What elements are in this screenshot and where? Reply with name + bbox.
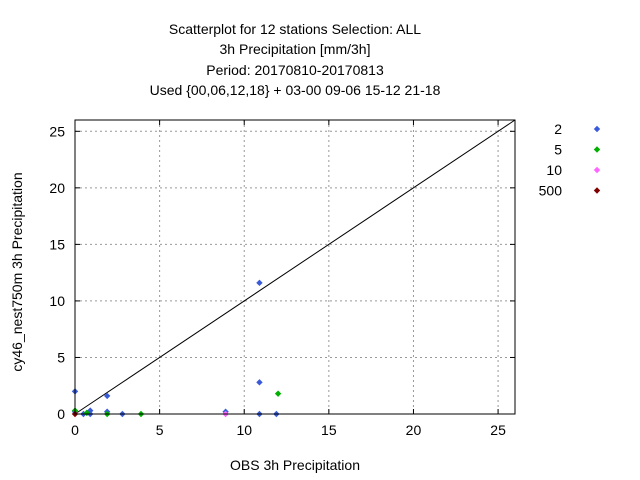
data-point-series-2 <box>256 379 263 386</box>
legend-marker-5 <box>593 146 601 153</box>
title-line-4: Used {00,06,12,18} + 03-00 09-06 15-12 2… <box>150 82 441 98</box>
legend-marker-10 <box>593 166 601 174</box>
y-tick-label: 5 <box>57 349 65 365</box>
x-tick-label: 5 <box>156 422 164 438</box>
plot-frame <box>74 119 516 415</box>
legend-label-10: 10 <box>546 162 562 178</box>
data-point-series-5 <box>274 390 282 397</box>
y-tick-label: 25 <box>49 123 65 139</box>
data-point-series-2 <box>256 279 263 287</box>
x-tick-label: 0 <box>71 422 79 438</box>
legend-label-2: 2 <box>554 121 562 137</box>
x-tick-label: 20 <box>406 422 422 438</box>
one-to-one-diagonal <box>74 119 516 415</box>
title-line-3: Period: 20170810-20170813 <box>206 62 384 78</box>
legend-marker-2 <box>593 125 601 133</box>
chart-title: Scatterplot for 12 stations Selection: A… <box>150 21 441 98</box>
x-tick-label: 15 <box>321 422 337 438</box>
y-tick-label: 20 <box>49 180 65 196</box>
y-tick-label: 0 <box>57 406 65 422</box>
title-line-1: Scatterplot for 12 stations Selection: A… <box>169 21 421 37</box>
legend: 2 5 10 500 <box>539 121 601 199</box>
y-axis-label: cy46_nest750m 3h Precipitation <box>9 172 25 371</box>
title-line-2: 3h Precipitation [mm/3h] <box>220 41 371 57</box>
y-tick-label: 15 <box>49 236 65 252</box>
data-point-series-2 <box>103 392 111 400</box>
data-points <box>71 279 282 418</box>
y-tick-label: 10 <box>49 293 65 309</box>
x-tick-label: 10 <box>236 422 252 438</box>
grid-lines <box>75 120 515 414</box>
x-axis-label: OBS 3h Precipitation <box>230 457 360 473</box>
legend-label-500: 500 <box>539 183 563 199</box>
legend-marker-500 <box>593 187 601 194</box>
x-axis-ticks: 0 5 10 15 20 25 <box>71 120 506 438</box>
legend-label-5: 5 <box>554 142 562 158</box>
y-axis-ticks: 0 5 10 15 20 25 <box>49 123 515 422</box>
x-tick-label: 25 <box>490 422 506 438</box>
